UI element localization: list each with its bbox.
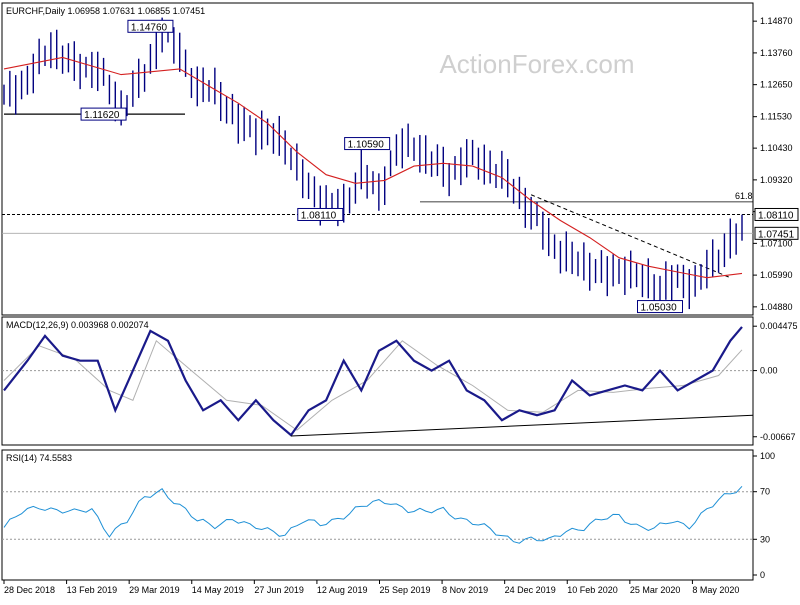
annotation-label: 1.08110 [301,210,337,221]
annotation-label: 1.10590 [348,140,385,151]
rsi-tick-label: 0 [760,570,765,580]
rsi-header: RSI(14) 74.5583 [6,453,72,463]
price-tick-label: 1.04880 [760,302,793,312]
fib-level-tag-box [754,207,799,221]
x-tick-label: 25 Mar 2020 [630,585,681,595]
rsi-tick-label: 30 [760,534,770,544]
price-annotations: 1.14760 1.11620 1.10590 1.08110 1.05030 [80,19,683,314]
x-tick-label: 28 Dec 2018 [4,585,55,595]
x-tick-label: 13 Feb 2019 [67,585,118,595]
x-tick-label: 8 Nov 2019 [442,585,488,595]
price-tick-label: 1.12650 [760,80,793,90]
macd-signal-line [3,339,743,431]
annotation-box [297,207,344,221]
price-header: EURCHF,Daily 1.06958 1.07631 1.06855 1.0… [6,6,205,16]
x-tick-label: 14 May 2019 [192,585,244,595]
macd-lines [2,326,754,437]
current-price-tag: 1.07451 [758,229,795,240]
price-tick-label: 1.11530 [760,112,792,122]
rsi-tick-label: 70 [760,487,770,497]
annotation-label: 1.11620 [84,110,120,121]
price-tick-label: 1.09320 [760,175,793,185]
macd-trendline [290,414,754,437]
x-tick-label: 27 Jun 2019 [254,585,304,595]
downtrend-line [530,194,731,279]
price-tick-label: 1.14870 [760,16,793,26]
x-tick-label: 10 Feb 2020 [567,585,618,595]
fib-label: 61.8 [735,191,753,201]
price-tick-label: 1.10430 [760,143,793,153]
x-axis: 28 Dec 2018 13 Feb 2019 29 Mar 2019 14 May … [3,580,739,595]
price-tick-label: 1.07100 [760,238,793,248]
rsi-y-axis: 100 70 30 0 [753,451,775,580]
rsi-lines [2,485,753,544]
x-tick-label: 12 Aug 2019 [317,585,368,595]
x-tick-label: 29 Mar 2019 [129,585,180,595]
macd-line [3,326,743,437]
macd-y-axis: 0.004475 0.00 -0.00667 [753,321,798,442]
watermark: ActionForex.com [439,49,634,79]
macd-tick-label: -0.00667 [760,432,796,442]
annotation-box [127,19,174,33]
x-tick-label: 25 Sep 2019 [380,585,431,595]
macd-header: MACD(12,26,9) 0.003968 0.002074 [6,320,149,330]
annotation-box [344,137,391,151]
rsi-panel-frame [1,449,754,581]
price-tick-label: 1.05990 [760,270,793,280]
fib-level-tag: 1.08110 [758,210,794,221]
x-tick-label: 8 May 2020 [692,585,739,595]
price-lines: 61.8 1.07451 1.08110 [2,17,799,310]
x-tick-label: 24 Dec 2019 [505,585,556,595]
macd-tick-label: 0.004475 [760,321,798,331]
macd-panel-frame [1,316,754,446]
moving-average-line [3,56,743,279]
annotation-box [637,300,683,314]
annotation-label: 1.05030 [641,303,678,314]
annotation-box [80,107,127,121]
macd-tick-label: 0.00 [760,366,778,376]
current-price-tag-box [754,226,799,240]
rsi-line [3,485,743,544]
price-y-axis: 1.14870 1.13760 1.12650 1.11530 1.10430 1.093… [753,16,793,312]
annotation-label: 1.14760 [131,22,168,33]
price-panel-frame [1,2,754,316]
rsi-tick-label: 100 [760,451,775,461]
price-tick-label: 1.13760 [760,48,793,58]
